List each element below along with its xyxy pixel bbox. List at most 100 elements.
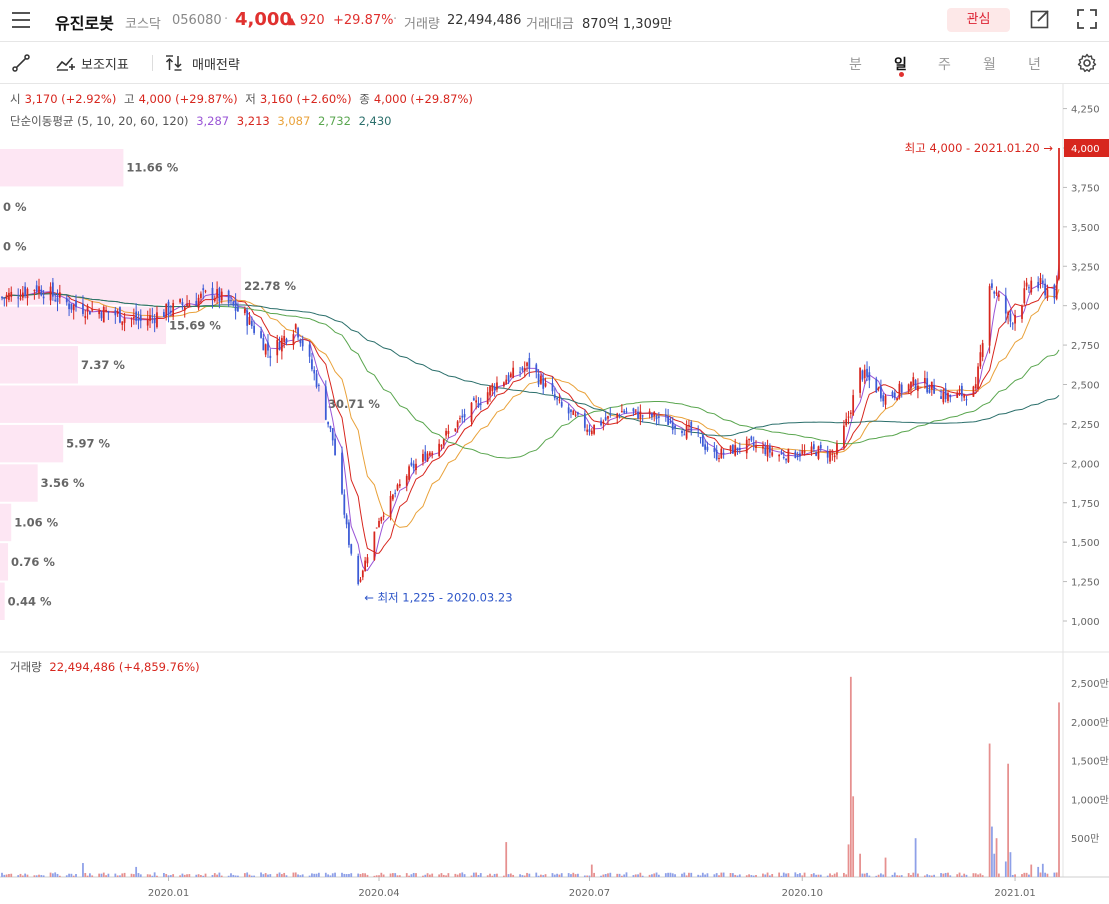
candle-body [701, 434, 704, 447]
candle-body [720, 448, 723, 459]
candle-body [738, 447, 741, 450]
price-profile-bar [0, 582, 5, 620]
volume-bar [405, 873, 408, 877]
volume-bar [246, 872, 249, 877]
candle-body [412, 463, 415, 469]
low-label: 저 [245, 92, 256, 106]
strategy-button[interactable]: 매매전략 [165, 53, 240, 73]
volume-bar [114, 873, 117, 877]
volume-bar [84, 873, 87, 877]
volume-bar [572, 872, 575, 877]
volume-bar [105, 875, 107, 877]
volume-bar [556, 873, 558, 877]
volume-bar [227, 875, 230, 877]
x-axis-tick: 2020.04 [358, 888, 399, 899]
strategy-label: 매매전략 [192, 57, 240, 73]
draw-line-icon[interactable] [12, 54, 30, 72]
candle-body [577, 412, 579, 415]
volume-bar [907, 873, 910, 877]
candle-body [690, 421, 693, 432]
candle-body [424, 451, 427, 461]
candle-body [845, 418, 848, 426]
candle-body [389, 495, 392, 517]
volume-bar [648, 874, 651, 877]
volume-bar [995, 838, 998, 877]
volume-bar [200, 875, 202, 877]
volume-bar [1009, 852, 1012, 877]
volume-bar [21, 875, 24, 877]
candle-body [713, 448, 716, 452]
candle-body [997, 294, 1000, 297]
candle-body [764, 447, 767, 455]
favorite-button[interactable]: 관심 [947, 8, 1010, 32]
candle-body [766, 446, 769, 457]
price-profile-label: 30.71 % [328, 397, 380, 411]
volume-bar [933, 874, 935, 877]
candle-body [86, 305, 89, 312]
period-tab-day[interactable]: 일 [894, 57, 907, 73]
candle-body [297, 328, 299, 338]
volume-bar [394, 873, 397, 877]
volume-bar [292, 872, 295, 877]
candle-body [507, 375, 510, 381]
volume-bar [979, 873, 982, 877]
candle-body [202, 288, 205, 291]
volume-bar [551, 873, 554, 877]
volume-bar [361, 873, 364, 877]
period-tab-minute[interactable]: 분 [849, 57, 862, 73]
volume-bar [570, 874, 572, 877]
candle-body [704, 444, 707, 450]
candle-body [262, 338, 265, 351]
volume-panel-value: 22,494,486 (+4,859.76%) [49, 660, 200, 674]
volume-bar [794, 872, 797, 877]
period-tab-week[interactable]: 주 [938, 57, 951, 73]
volume-bar [574, 874, 577, 877]
candle-body [558, 399, 561, 401]
volume-bar [165, 873, 168, 877]
stock-chart[interactable]: 4,250 4,000 3,750 3,500 3,250 3,000 2,750 2,500… [0, 84, 1109, 904]
volume-bar [10, 873, 13, 877]
candle-body [17, 297, 20, 299]
volume-bar [664, 873, 667, 877]
close-label: 종 [359, 92, 370, 106]
candle-body [232, 301, 235, 306]
volume-bar [625, 872, 628, 877]
close-value: 4,000 (+29.87%) [373, 92, 473, 106]
candle-body [863, 369, 866, 379]
menu-icon[interactable] [12, 12, 30, 28]
candle-body [542, 377, 545, 389]
candle-body [49, 286, 52, 301]
period-tab-month[interactable]: 월 [983, 57, 996, 73]
volume-bar [688, 872, 690, 877]
volume-bar [893, 872, 896, 877]
volume-bar [308, 875, 311, 877]
price-change-value: 920 [299, 13, 325, 28]
candle-body [718, 457, 720, 459]
candle-body [815, 452, 818, 456]
volume-bar [33, 875, 36, 877]
candle-body [373, 531, 376, 561]
edit-icon[interactable] [1030, 9, 1050, 29]
candle-body [454, 428, 457, 432]
candle-body [82, 303, 84, 314]
candle-body [734, 445, 737, 456]
volume-bar [917, 873, 919, 877]
volume-bar [505, 842, 508, 877]
period-tab-year[interactable]: 년 [1028, 57, 1041, 73]
volume-bar [593, 872, 595, 877]
volume-bar [264, 873, 267, 877]
gear-icon[interactable] [1077, 53, 1097, 73]
volume-bar [156, 875, 158, 877]
price-axis-tick: 3,750 [1071, 183, 1100, 194]
candle-body [292, 334, 295, 346]
volume-bar [1007, 763, 1010, 877]
volume-bar [843, 872, 845, 877]
candle-body [153, 318, 156, 324]
candle-body [972, 386, 975, 397]
candle-body [750, 436, 753, 441]
fullscreen-icon[interactable] [1077, 9, 1097, 29]
volume-value: 22,494,486 [447, 13, 522, 28]
candle-body [1028, 287, 1030, 289]
candle-body [868, 372, 871, 381]
indicator-button[interactable]: 보조지표 [56, 53, 129, 73]
